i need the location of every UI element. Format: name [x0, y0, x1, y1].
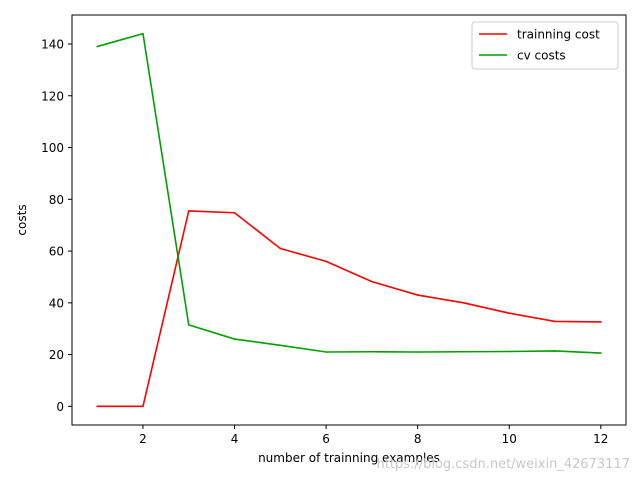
axes-frame	[71, 14, 627, 426]
x-tick-label: 4	[231, 432, 239, 446]
series-line-cv-costs	[96, 32, 601, 354]
x-tick-label: 2	[139, 432, 147, 446]
y-axis-ticks: 0 20 40 60 80 100 120 140	[41, 37, 72, 414]
legend: trainning cost cv costs	[471, 21, 619, 70]
data-point-cv-costs-12	[600, 352, 602, 354]
y-tick-label: 0	[56, 400, 64, 414]
legend-label-cv-costs: cv costs	[517, 49, 566, 63]
data-point-trainning-cost-10	[508, 312, 511, 314]
data-point-trainning-cost-5	[279, 247, 282, 250]
x-tick-label: 12	[593, 432, 608, 446]
data-point-cv-costs-5	[279, 344, 282, 347]
y-axis-label: costs	[15, 204, 29, 235]
series-line-trainning-cost	[97, 210, 601, 408]
y-tick-label: 100	[41, 141, 64, 155]
watermark-text: https://blog.csdn.net/weixin_42673117	[376, 457, 630, 472]
x-axis-label: number of trainning examples	[258, 451, 440, 465]
data-point-cv-costs-3	[187, 324, 190, 326]
series-lines	[96, 32, 602, 408]
plot-area	[72, 15, 626, 425]
data-point-cv-costs-8	[416, 351, 419, 353]
data-point-trainning-cost-1	[96, 405, 98, 408]
data-point-trainning-cost-6	[325, 260, 327, 263]
data-point-cv-costs-7	[371, 350, 373, 353]
x-tick-label: 8	[414, 432, 422, 446]
data-point-trainning-cost-4	[233, 211, 236, 214]
data-point-cv-costs-10	[508, 350, 511, 353]
x-tick-label: 6	[322, 432, 330, 446]
data-point-trainning-cost-3	[187, 210, 190, 212]
y-tick-label: 120	[41, 89, 64, 103]
data-point-cv-costs-11	[554, 350, 556, 352]
x-axis-ticks: 2 4 6 8 10 12	[139, 425, 608, 446]
y-tick-label: 60	[49, 245, 64, 259]
data-point-trainning-cost-2	[142, 405, 144, 408]
data-point-cv-costs-6	[325, 351, 327, 353]
y-tick-label: 20	[49, 348, 64, 362]
data-point-cv-costs-4	[233, 338, 236, 340]
legend-box	[471, 21, 619, 70]
y-tick-label: 140	[41, 37, 64, 51]
data-point-cv-costs-9	[462, 350, 465, 353]
data-point-trainning-cost-9	[462, 302, 465, 304]
y-tick-label: 40	[49, 296, 64, 310]
data-point-trainning-cost-11	[554, 320, 556, 323]
data-point-trainning-cost-12	[600, 321, 602, 323]
data-point-trainning-cost-7	[371, 280, 373, 283]
legend-label-trainning-cost: trainning cost	[517, 28, 600, 42]
x-tick-label: 10	[502, 432, 517, 446]
data-point-trainning-cost-8	[416, 294, 419, 296]
y-tick-label: 80	[49, 193, 64, 207]
data-point-cv-costs-1	[96, 45, 98, 48]
data-point-cv-costs-2	[142, 32, 144, 35]
